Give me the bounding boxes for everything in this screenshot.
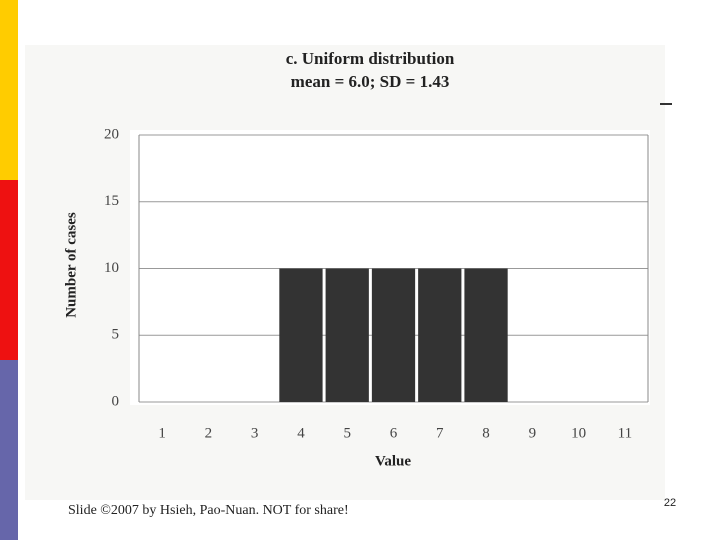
bar bbox=[464, 268, 508, 402]
x-tick-label: 2 bbox=[205, 425, 213, 441]
x-tick-label: 6 bbox=[390, 425, 398, 441]
x-tick-label: 5 bbox=[343, 425, 351, 441]
bar bbox=[279, 268, 323, 402]
accent-purple bbox=[0, 360, 18, 540]
y-tick-label: 10 bbox=[104, 260, 119, 276]
y-axis-label: Number of cases bbox=[63, 212, 79, 318]
page-number: 22 bbox=[664, 497, 676, 509]
y-tick-label: 15 bbox=[104, 193, 119, 209]
bar bbox=[418, 268, 462, 402]
y-tick-label: 5 bbox=[112, 327, 120, 343]
footer: Slide ©2007 by Hsieh, Pao-Nuan. NOT for … bbox=[68, 503, 349, 518]
y-tick-label: 0 bbox=[112, 393, 120, 409]
x-tick-label: 8 bbox=[482, 425, 490, 441]
x-tick-label: 3 bbox=[251, 425, 259, 441]
x-tick-label: 1 bbox=[158, 425, 166, 441]
x-tick-label: 7 bbox=[436, 425, 444, 441]
x-axis-label: Value bbox=[375, 453, 411, 469]
x-tick-label: 11 bbox=[618, 425, 632, 441]
chart-title: c. Uniform distribution bbox=[286, 49, 455, 68]
accent-yellow bbox=[0, 0, 18, 180]
x-tick-label: 4 bbox=[297, 425, 305, 441]
x-tick-label: 10 bbox=[571, 425, 586, 441]
x-tick-label: 9 bbox=[529, 425, 537, 441]
bar bbox=[325, 268, 369, 402]
bar bbox=[371, 268, 416, 402]
chart-subtitle: mean = 6.0; SD = 1.43 bbox=[291, 72, 450, 91]
y-tick-label: 20 bbox=[104, 126, 119, 142]
accent-red bbox=[0, 180, 18, 360]
